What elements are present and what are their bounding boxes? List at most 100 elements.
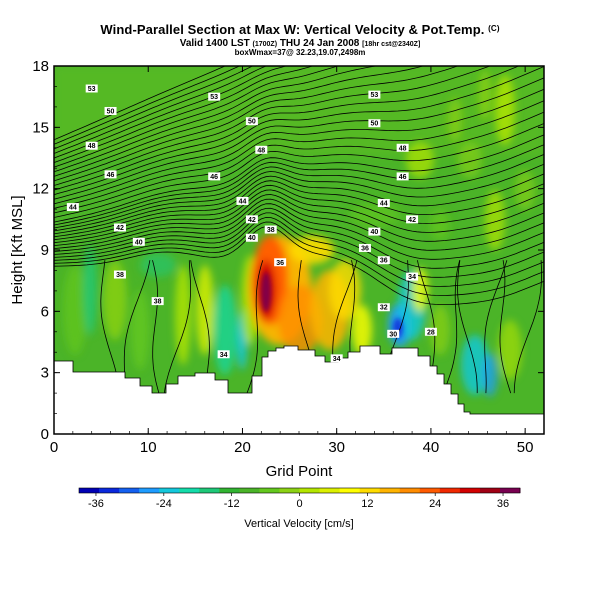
terrain: [54, 345, 544, 434]
theta-contour-vertical: [163, 260, 191, 394]
theta-contour-vertical: [246, 260, 264, 394]
contour-label: 50: [104, 106, 117, 115]
contour-label: 30: [387, 329, 400, 338]
theta-contour: [54, 134, 544, 223]
contour-label: 53: [208, 92, 221, 101]
theta-contour-vertical: [443, 260, 461, 394]
contour-label-bg: [85, 84, 98, 93]
contour-label: 46: [104, 170, 117, 179]
colorbar-swatch: [359, 488, 381, 493]
theta-contour: [54, 66, 288, 159]
contour-label: 46: [396, 172, 409, 181]
colorbar-swatch: [439, 488, 461, 493]
contour-label-text: 32: [380, 305, 388, 312]
contour-label: 48: [396, 143, 409, 152]
theta-contour: [54, 100, 544, 209]
y-tick-label: 6: [41, 303, 49, 320]
theta-contour: [54, 66, 314, 163]
contour-label-text: 34: [408, 274, 416, 281]
contour-label: 40: [368, 227, 381, 236]
theta-contour: [54, 66, 340, 168]
x-axis: 0 10 20 30 40 50: [50, 66, 545, 456]
contour-label-text: 40: [135, 239, 143, 246]
contour-label-bg: [245, 117, 258, 126]
contour-label: 42: [406, 215, 419, 224]
y-tick-label: 18: [32, 58, 49, 75]
contour-label-text: 36: [361, 245, 369, 252]
contour-labels: 53 53 53 50 50 50 48 48 48 46 46 46 44 44 44 42 42 42 40 40…: [66, 84, 437, 363]
theta-contour: [54, 173, 544, 235]
contour-label-text: 40: [370, 229, 378, 236]
contour-label-bg: [274, 258, 287, 267]
theta-contour: [54, 66, 241, 145]
theta-contour: [54, 123, 544, 218]
colorbar-swatch: [79, 488, 100, 493]
contour-label-bg: [330, 354, 343, 363]
chart-title-mark: (C): [488, 24, 500, 33]
contour-label-bg: [255, 145, 268, 154]
contour-label-text: 53: [88, 86, 96, 93]
theta-contour: [54, 221, 544, 296]
contour-label-bg: [358, 243, 371, 252]
contour-label-bg: [377, 303, 390, 312]
velocity-field: 53 53 53 50 50 50 48 48 48 46 46 46 44 44 44 42 42 42 40 40…: [54, 66, 544, 434]
contour-label-bg: [368, 119, 381, 128]
chart-title: Wind-Parallel Section at Max W: Vertical…: [0, 22, 600, 37]
contour-label-text: 50: [370, 121, 378, 128]
colorbar-swatch: [479, 488, 501, 493]
theta-contour-vertical: [100, 260, 121, 394]
contour-label-text: 50: [107, 108, 115, 115]
colorbar-swatches: [79, 488, 521, 493]
contour-label-text: 48: [88, 143, 96, 150]
contour-label-text: 42: [116, 225, 124, 232]
y-tick-label: 0: [41, 426, 49, 443]
contour-label-text: 36: [380, 258, 388, 265]
contour-label-bg: [104, 106, 117, 115]
theta-contour: [54, 88, 544, 205]
colorbar-tick-label: 0: [296, 498, 302, 510]
contour-label: 46: [208, 172, 221, 181]
contour-label-text: 53: [210, 94, 218, 101]
contour-label-text: 38: [116, 272, 124, 279]
contour-label: 53: [85, 84, 98, 93]
theta-contour-vertical: [499, 260, 512, 394]
theta-contour: [54, 154, 544, 229]
contour-label-bg: [113, 223, 126, 232]
theta-contour: [54, 66, 425, 177]
chart-title-text: Wind-Parallel Section at Max W: Vertical…: [100, 22, 485, 37]
theta-contours: [54, 66, 544, 394]
theta-contour: [54, 203, 544, 260]
contour-label-text: 28: [427, 329, 435, 336]
contour-label: 42: [245, 215, 258, 224]
theta-contour: [54, 226, 544, 305]
theta-contour: [54, 180, 544, 238]
theta-contour: [54, 163, 544, 232]
colorbar-swatch: [399, 488, 421, 493]
contour-label: 38: [151, 297, 164, 306]
contour-label-bg: [151, 297, 164, 306]
contour-label-bg: [104, 170, 117, 179]
contour-label-text: 44: [380, 200, 388, 207]
colorbar-swatch: [259, 488, 280, 493]
theta-contour: [54, 66, 491, 186]
contour-label: 36: [358, 243, 371, 252]
theta-contour-vertical: [484, 260, 508, 394]
colorbar-tick-label: 12: [361, 498, 373, 510]
x-tick-label: 20: [234, 439, 251, 456]
x-axis-title: Grid Point: [266, 463, 334, 480]
contour-label-bg: [113, 270, 126, 279]
contour-label: 50: [245, 117, 258, 126]
theta-contour: [54, 216, 544, 287]
contour-label: 38: [264, 225, 277, 234]
theta-contour-vertical: [513, 260, 542, 394]
colorbar-swatch: [219, 488, 240, 493]
contour-label-text: 53: [370, 92, 378, 99]
colorbar-ticks: -36 -24 -12 0 12 24 36: [88, 493, 509, 510]
theta-contour: [54, 194, 544, 246]
contour-label-bg: [368, 90, 381, 99]
contour-label-bg: [245, 215, 258, 224]
contour-label-bg: [208, 172, 221, 181]
contour-label-text: 44: [239, 198, 247, 205]
contour-label-bg: [396, 172, 409, 181]
